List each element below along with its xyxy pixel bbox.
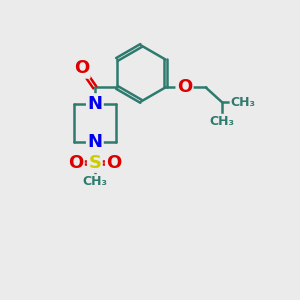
Text: O: O [74,59,89,77]
Text: CH₃: CH₃ [231,96,256,109]
Text: N: N [87,94,102,112]
Text: CH₃: CH₃ [82,175,107,188]
Text: CH₃: CH₃ [209,115,234,128]
Text: N: N [87,133,102,151]
Text: S: S [88,154,101,172]
Text: O: O [68,154,83,172]
Text: O: O [177,78,192,96]
Text: O: O [106,154,122,172]
